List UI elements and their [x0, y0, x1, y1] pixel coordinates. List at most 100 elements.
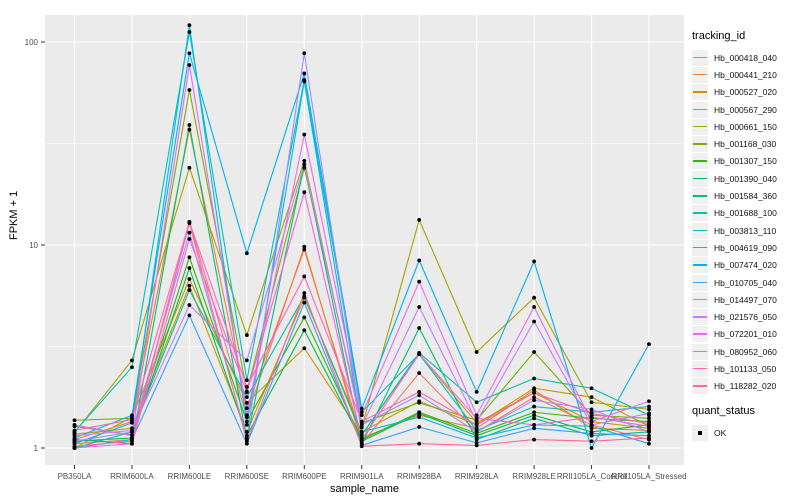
y-tick-label: 1 — [34, 444, 39, 453]
data-point — [187, 266, 192, 270]
data-point — [417, 326, 422, 330]
data-point — [417, 352, 422, 357]
data-point — [244, 436, 249, 440]
legend-item-label: Hb_118282_020 — [714, 381, 777, 392]
legend-key-line — [693, 125, 707, 128]
data-point — [532, 426, 536, 431]
legend-key-line — [693, 264, 707, 266]
legend-items: Hb_000418_040 Hb_000441_210 Hb_000527_020 H… — [692, 49, 798, 395]
data-point — [187, 63, 192, 67]
data-point — [417, 393, 422, 398]
data-point — [589, 415, 594, 419]
legend-key-line — [693, 108, 707, 111]
legend-item-label: Hb_007474_020 — [714, 260, 777, 271]
data-point — [647, 411, 651, 416]
legend-title-quant-status: quant_status — [692, 404, 755, 417]
legend-key-line — [693, 56, 707, 59]
data-point — [474, 430, 479, 434]
data-point — [244, 419, 249, 424]
data-point — [417, 425, 422, 429]
legend-key-line — [693, 91, 707, 93]
data-point — [187, 88, 192, 92]
data-point — [187, 283, 192, 288]
legend-key — [692, 343, 708, 360]
legend-item: Hb_000527_020 — [692, 84, 798, 101]
data-point — [302, 300, 307, 305]
data-point — [72, 439, 77, 444]
data-point — [359, 410, 364, 415]
data-point — [647, 421, 651, 426]
data-point — [359, 437, 364, 442]
data-point — [589, 446, 594, 450]
legend-key — [692, 257, 708, 274]
legend-key — [692, 309, 708, 326]
data-point — [417, 258, 422, 263]
data-point — [532, 395, 536, 400]
y-axis-title: FPKM + 1 — [8, 190, 20, 240]
data-point — [187, 288, 192, 292]
data-point — [244, 358, 249, 363]
data-point — [647, 441, 651, 446]
data-point — [302, 274, 307, 279]
legend-item: Hb_014497_070 — [692, 291, 798, 308]
y-tick-label: 100 — [25, 38, 39, 47]
legend-item: Hb_101133_050 — [692, 360, 798, 377]
legend-item: Hb_080952_060 — [692, 343, 798, 360]
data-point — [302, 346, 307, 351]
data-point — [302, 165, 307, 170]
data-point — [589, 407, 594, 412]
ok-point-swatch — [698, 430, 702, 435]
legend-key-line — [693, 229, 707, 232]
legend-item-label: Hb_001584_360 — [714, 191, 777, 202]
data-point — [302, 79, 307, 84]
legend-key-line — [693, 246, 707, 249]
x-tick-label: RRIM901LA — [340, 472, 384, 481]
x-tick-label: RRII105LA_Stressed — [611, 472, 686, 481]
data-point — [532, 259, 536, 264]
data-point — [474, 416, 479, 421]
data-point — [130, 413, 134, 418]
legend-item-label: Hb_000418_040 — [714, 52, 777, 63]
legend-key-line — [693, 73, 707, 76]
legend-item-label: Hb_014497_070 — [714, 294, 777, 305]
legend-key — [692, 326, 708, 343]
data-point — [187, 303, 192, 307]
legend2-items: OK — [692, 424, 798, 441]
data-point — [244, 251, 249, 256]
data-point — [532, 305, 536, 309]
legend-key — [692, 66, 708, 83]
data-point — [359, 406, 364, 411]
legend-item: Hb_072201_010 — [692, 326, 798, 343]
data-point — [589, 439, 594, 444]
data-point — [187, 23, 192, 28]
data-point — [187, 30, 192, 34]
data-point — [532, 413, 536, 418]
data-point — [417, 415, 422, 419]
data-point — [72, 418, 77, 423]
data-point — [417, 305, 422, 309]
data-point — [130, 365, 134, 370]
legend-item-label: Hb_000661_150 — [714, 121, 777, 132]
legend-item-ok: OK — [692, 424, 798, 441]
data-point — [302, 132, 307, 137]
data-point — [474, 413, 479, 418]
data-point — [72, 422, 77, 427]
data-point — [244, 378, 249, 383]
legend-key — [692, 84, 708, 101]
legend-key — [692, 378, 708, 395]
data-point — [589, 395, 594, 400]
data-point — [187, 127, 192, 132]
data-point — [302, 190, 307, 195]
legend-item-label: Hb_000441_210 — [714, 69, 777, 80]
legend-item-label: Hb_000567_290 — [714, 104, 777, 115]
legend-key-line — [693, 367, 707, 370]
legend-key-line — [693, 195, 707, 197]
legend-item: Hb_001307_150 — [692, 153, 798, 170]
data-point — [417, 279, 422, 284]
data-point — [647, 407, 651, 412]
data-point — [302, 291, 307, 295]
legend-item: Hb_001584_360 — [692, 187, 798, 205]
data-point — [589, 400, 594, 405]
data-point — [187, 221, 192, 226]
